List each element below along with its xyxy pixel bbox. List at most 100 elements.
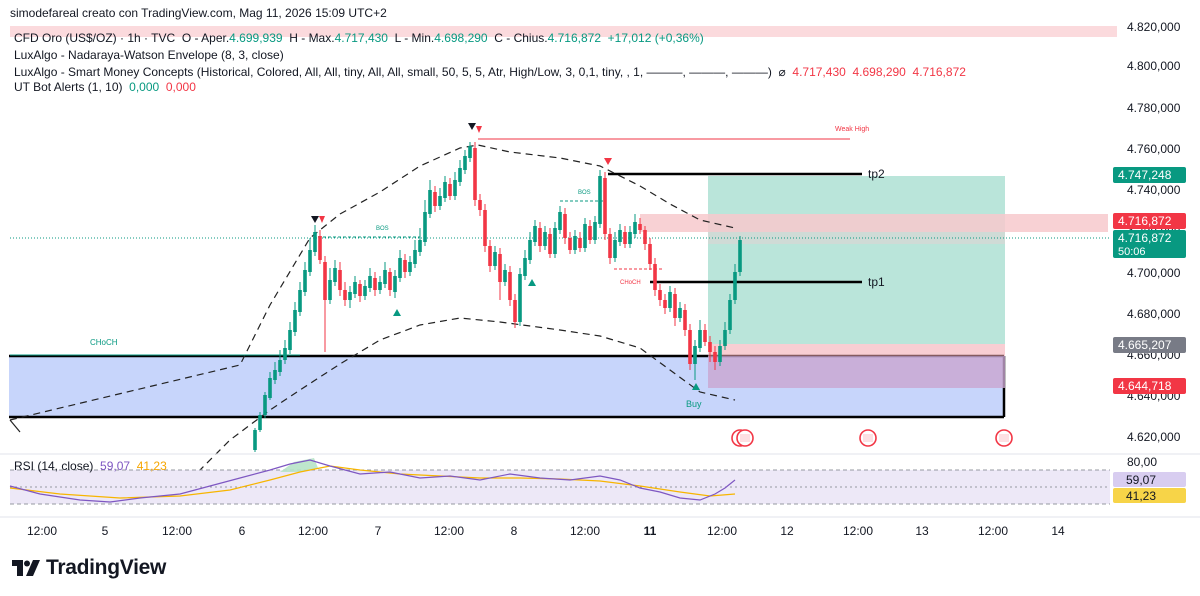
candle-up (503, 270, 507, 282)
candle-down (508, 272, 512, 300)
price-tick-label: 4.760,000 (1127, 142, 1181, 156)
candle-up (518, 274, 522, 322)
event-icon[interactable] (995, 429, 1013, 447)
candle-up (628, 232, 632, 244)
svg-text:4.644,718: 4.644,718 (1118, 379, 1172, 393)
time-tick-label: 12:00 (570, 524, 600, 538)
sell-signal (476, 126, 482, 133)
candle-down (403, 260, 407, 272)
indicator-nw[interactable]: LuxAlgo - Nadaraya-Watson Envelope (8, 3… (14, 48, 284, 62)
rsi-tick-80: 80,00 (1127, 455, 1157, 469)
event-icon[interactable] (731, 429, 754, 447)
bos-label-2: BOS (578, 190, 591, 196)
candle-down (318, 236, 322, 260)
candles (253, 142, 742, 452)
candle-down (488, 246, 492, 266)
open-value: 4.699,939 (229, 31, 283, 45)
svg-text:41,23: 41,23 (1126, 489, 1156, 503)
candle-up (313, 232, 317, 252)
svg-text:59,07: 59,07 (1126, 473, 1156, 487)
candle-up (598, 176, 602, 224)
candle-up (633, 222, 637, 234)
candle-down (663, 300, 667, 308)
candle-down (358, 284, 362, 296)
candle-up (293, 310, 297, 332)
high-value: 4.717,430 (334, 31, 388, 45)
candle-up (738, 240, 742, 272)
symbol-legend[interactable]: CFD Oro (US$/OZ) · 1h · TVC O - Aper.4.6… (14, 31, 704, 45)
price-tick-label: 4.620,000 (1127, 430, 1181, 444)
candle-down (483, 210, 487, 246)
candle-up (733, 272, 737, 300)
candle-up (378, 282, 382, 290)
svg-text:4.716,872: 4.716,872 (1118, 214, 1172, 228)
indicator-smc[interactable]: LuxAlgo - Smart Money Concepts (Historic… (14, 65, 966, 79)
time-tick-label: 13 (915, 524, 929, 538)
envelope-lower (189, 317, 736, 481)
candle-up (283, 348, 287, 360)
event-icon[interactable] (859, 429, 877, 447)
candle-up (458, 168, 462, 182)
candle-down (473, 148, 477, 200)
candle-up (453, 180, 457, 196)
candle-down (433, 192, 437, 206)
candle-down (388, 272, 392, 290)
indicator-ut[interactable]: UT Bot Alerts (1, 10) 0,000 0,000 (14, 80, 196, 94)
candle-up (253, 430, 257, 450)
buy-signal (393, 309, 401, 316)
top-band (10, 26, 1117, 37)
candle-down (338, 270, 342, 290)
hide-icon[interactable]: ⌀ (778, 65, 786, 79)
candle-down (448, 184, 452, 196)
time-axis[interactable]: 12:00 5 12:00 6 12:00 7 12:00 8 12:00 11 12:00 12 12… (27, 524, 1065, 538)
candle-down (578, 238, 582, 248)
tradingview-logo-icon (12, 560, 40, 577)
candle-up (528, 240, 532, 260)
candle-down (568, 238, 572, 250)
badge-last-red: 4.716,872 (1113, 213, 1186, 229)
symbol-name: CFD Oro (US$/OZ) · 1h · TVC (14, 31, 176, 45)
candle-up (613, 240, 617, 258)
candle-up (298, 290, 302, 312)
time-tick-label: 12:00 (162, 524, 192, 538)
candle-up (353, 282, 357, 294)
candle-up (423, 212, 427, 242)
badge-entry: 4.665,207 (1113, 337, 1186, 353)
candle-down (688, 330, 692, 364)
time-tick-label: 12:00 (843, 524, 873, 538)
candle-down (648, 244, 652, 264)
badge-rsi: 59,07 (1113, 472, 1186, 487)
sell-signal (319, 216, 325, 223)
buy-signal (528, 279, 536, 286)
price-tick-label: 4.680,000 (1127, 307, 1181, 321)
candle-up (698, 330, 702, 348)
candle-up (543, 232, 547, 246)
time-tick-label: 11 (644, 524, 657, 538)
candle-down (563, 214, 567, 238)
candle-up (308, 250, 312, 272)
close-value: 4.716,872 (547, 31, 601, 45)
price-tick-label: 4.780,000 (1127, 101, 1181, 115)
candle-up (368, 276, 372, 288)
candle-up (678, 308, 682, 318)
indicator-rsi[interactable]: RSI (14, close) 59,07 41,23 (14, 459, 167, 473)
credit-text: simodefareal creato con TradingView.com,… (10, 6, 387, 20)
candle-up (533, 226, 537, 242)
time-tick-label: 12:00 (27, 524, 57, 538)
candle-down (498, 254, 502, 282)
candle-up (328, 280, 332, 300)
price-tick-label: 4.740,000 (1127, 183, 1181, 197)
weak-high-label: Weak High (835, 126, 869, 133)
rsi-overbought-fill (280, 458, 318, 472)
candle-up (443, 182, 447, 198)
candle-down (373, 278, 377, 290)
svg-text:4.747,248: 4.747,248 (1118, 168, 1172, 182)
candle-up (303, 270, 307, 292)
badge-tp2: 4.747,248 (1113, 167, 1186, 183)
candle-up (363, 286, 367, 296)
candle-up (728, 300, 732, 330)
candle-up (278, 360, 282, 372)
svg-text:50:06: 50:06 (1118, 246, 1146, 258)
